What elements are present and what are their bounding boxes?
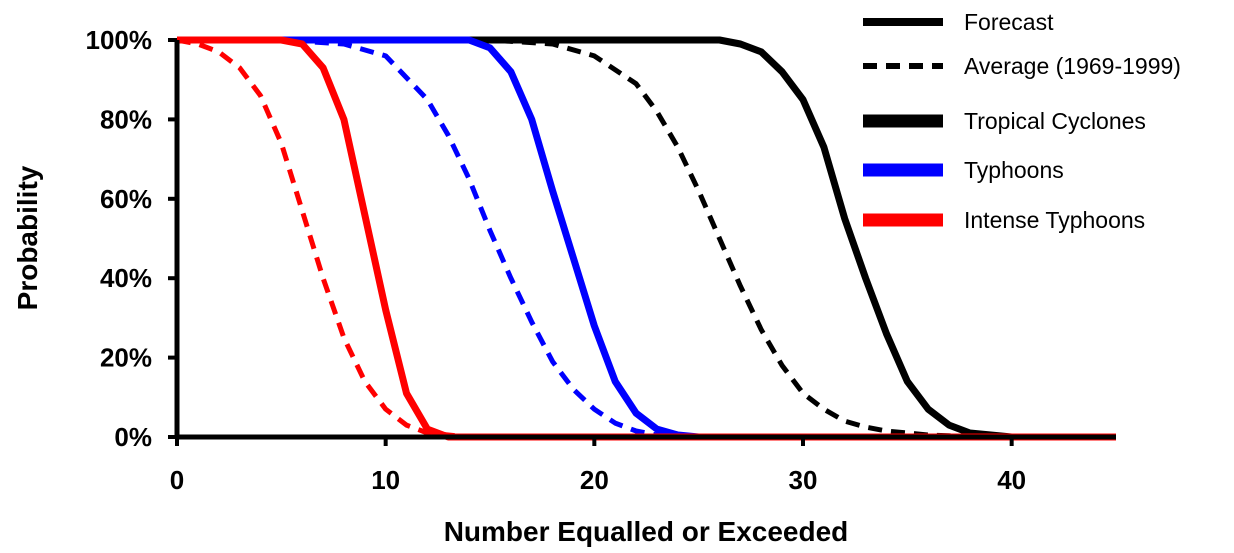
legend-label-forecast: Forecast: [964, 9, 1054, 35]
y-tick-label: 0%: [114, 422, 152, 452]
legend-label-average: Average (1969-1999): [964, 53, 1181, 79]
series-line-tropical-cyclones-average: [177, 37, 1116, 440]
series-line-tropical-cyclones-forecast: [177, 36, 1116, 441]
legend-label-typhoons: Typhoons: [964, 157, 1064, 183]
y-axis-title: Probability: [12, 165, 43, 310]
y-tick-label: 20%: [100, 343, 152, 373]
x-tick-label: 40: [997, 465, 1026, 495]
x-tick-label: 0: [170, 465, 184, 495]
y-tick-label: 80%: [100, 104, 152, 134]
y-tick-label: 40%: [100, 263, 152, 293]
series-layer: [176, 36, 1116, 441]
legend-label-intense-typhoons: Intense Typhoons: [964, 207, 1145, 233]
axes: [174, 40, 1116, 440]
x-tick-label: 10: [371, 465, 400, 495]
y-tick-label: 100%: [86, 25, 153, 55]
series-line-intense-typhoons-forecast: [177, 36, 1116, 441]
legend: Forecast Average (1969-1999) Tropical Cycl…: [863, 9, 1181, 233]
series-line-typhoons-average: [177, 37, 1116, 440]
tick-layer: 0 10 20 30 40 0% 20% 40% 60% 80% 100%: [86, 25, 1027, 495]
y-tick-label: 60%: [100, 184, 152, 214]
x-tick-label: 20: [580, 465, 609, 495]
legend-label-tropical-cyclones: Tropical Cyclones: [964, 108, 1146, 134]
x-axis-title: Number Equalled or Exceeded: [444, 516, 849, 547]
x-tick-label: 30: [789, 465, 818, 495]
